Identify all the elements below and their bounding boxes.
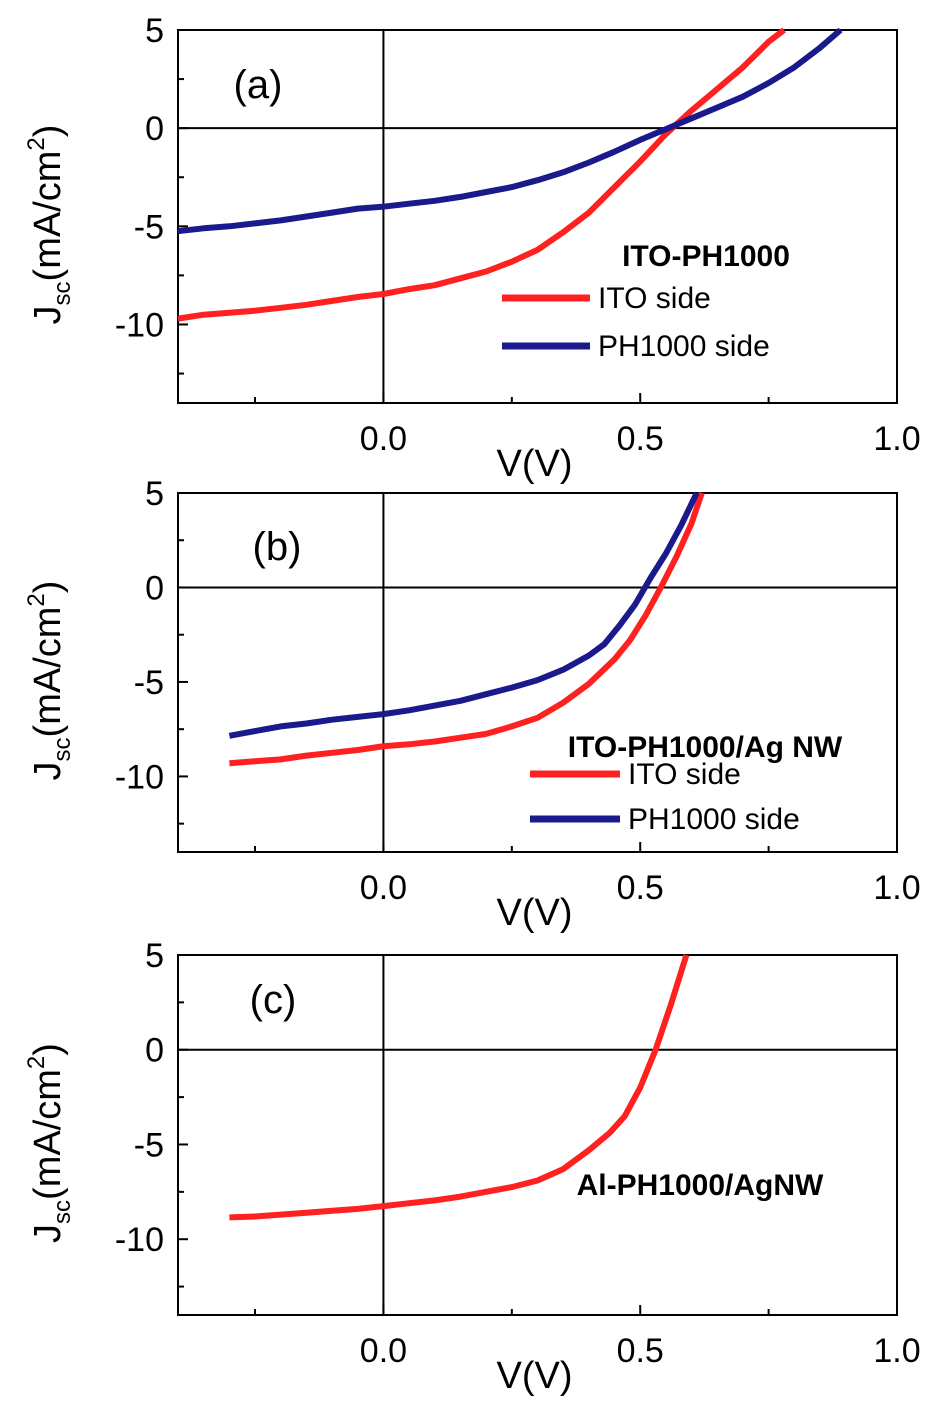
x-tick-label: 0.0	[360, 869, 407, 907]
panel-c: 5 0 -5 -10 0.0 0.5 1.0 V(V) Jsc(mA/cm2) (c) Al-PH1…	[23, 937, 921, 1397]
plot-frame	[177, 954, 898, 1316]
legend-entry-label: ITO side	[598, 282, 711, 315]
y-axis-title-units: (mA/cm	[27, 1069, 69, 1200]
x-axis-title: V(V)	[497, 1355, 573, 1397]
panel-label: (b)	[253, 525, 302, 569]
x-tick-label: 1.0	[873, 420, 920, 458]
y-axis-title-main: J	[27, 305, 69, 324]
y-axis-title-main: J	[27, 761, 69, 780]
y-axis-title-superscript: 2	[23, 137, 50, 150]
series-curve-first	[177, 27, 786, 322]
y-tick-label: 5	[145, 937, 164, 975]
plot-frame	[177, 29, 898, 404]
y-axis-title-subscript: sc	[49, 281, 76, 305]
y-axis-title-superscript: 2	[23, 1056, 50, 1069]
y-axis-title-close: )	[27, 1043, 69, 1056]
y-axis-title-subscript: sc	[49, 737, 76, 761]
y-axis-title-superscript: 2	[23, 593, 50, 606]
y-tick-label: -5	[134, 664, 164, 702]
x-tick-label: 0.5	[617, 869, 664, 907]
y-axis-title-units: (mA/cm	[27, 151, 69, 282]
panel-label: (a)	[234, 63, 283, 107]
panel-b: 5 0 -5 -10 0.0 0.5 1.0 V(V) Jsc(mA/cm2) (b) ITO-PH…	[23, 475, 921, 934]
legend-entry-label: PH1000 side	[598, 330, 770, 363]
y-tick-label: -5	[134, 208, 164, 246]
device-annotation: Al-PH1000/AgNW	[577, 1169, 824, 1202]
series-curve-second	[177, 27, 843, 235]
legend-title: ITO-PH1000/Ag NW	[568, 731, 843, 764]
x-tick-label: 1.0	[873, 1332, 920, 1370]
y-tick-label: 0	[145, 1032, 164, 1070]
plot-frame	[177, 492, 898, 853]
y-axis-title: Jsc(mA/cm2)	[23, 581, 76, 781]
x-axis-title: V(V)	[497, 443, 573, 485]
x-axis-title: V(V)	[497, 892, 573, 934]
y-axis-title-close: )	[27, 581, 69, 594]
y-tick-label: 0	[145, 110, 164, 148]
y-tick-label: -5	[134, 1126, 164, 1164]
y-axis-title-close: )	[27, 125, 69, 138]
legend-title: ITO-PH1000	[622, 240, 790, 273]
y-tick-label: -10	[115, 758, 164, 796]
series-curve-first	[229, 492, 705, 767]
panel-a: 5 0 -5 -10 0.0 0.5 1.0 V(V) Jsc(mA/cm2) (a) ITO-PH…	[23, 12, 921, 485]
x-tick-label: 0.5	[617, 1332, 664, 1370]
y-tick-label: -10	[115, 306, 164, 344]
x-tick-label: 0.5	[617, 420, 664, 458]
y-axis-title: Jsc(mA/cm2)	[23, 1043, 76, 1243]
x-tick-label: 1.0	[873, 869, 920, 907]
legend-entry-label: PH1000 side	[628, 803, 800, 836]
x-tick-label: 0.0	[360, 420, 407, 458]
y-tick-label: 5	[145, 12, 164, 50]
y-tick-label: -10	[115, 1221, 164, 1259]
y-axis-title-main: J	[27, 1224, 69, 1243]
x-tick-label: 0.0	[360, 1332, 407, 1370]
y-tick-label: 0	[145, 569, 164, 607]
panel-label: (c)	[250, 978, 297, 1022]
y-axis-title-units: (mA/cm	[27, 607, 69, 738]
series-curve-first	[229, 954, 690, 1221]
y-axis-title: Jsc(mA/cm2)	[23, 125, 76, 325]
y-axis-title-subscript: sc	[49, 1200, 76, 1224]
y-tick-label: 5	[145, 475, 164, 513]
series-curve-second	[228, 491, 700, 739]
legend-entry-label: ITO side	[628, 758, 741, 791]
